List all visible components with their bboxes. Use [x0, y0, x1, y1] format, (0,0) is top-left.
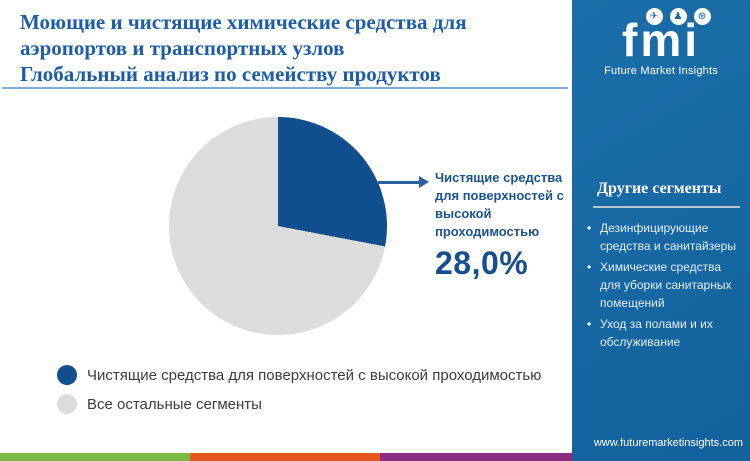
legend-label-primary: Чистящие средства для поверхностей с выс…	[87, 366, 542, 384]
page-title: Моющие и чистящие химические средства дл…	[20, 9, 565, 87]
footer-stripe-orange	[190, 453, 380, 461]
logo-text: fmi	[622, 14, 700, 66]
sidebar: ✈ ♟ ⊕ fmi Future Market Insights Другие …	[572, 0, 750, 461]
fmi-logo: ✈ ♟ ⊕ fmi Future Market Insights	[572, 8, 750, 77]
callout-arrow-head-icon	[419, 176, 429, 188]
pie-chart	[169, 117, 387, 335]
legend-item-rest: Все остальные сегменты	[57, 394, 541, 414]
list-item-sanitary-chemicals: Химические средства для уборки санитарны…	[585, 258, 740, 312]
other-segments-divider	[593, 206, 740, 208]
header-divider	[2, 87, 568, 89]
legend-swatch-primary	[57, 365, 77, 385]
chart-legend: Чистящие средства для поверхностей с выс…	[57, 365, 541, 423]
title-line-1: Моющие и чистящие химические средства дл…	[20, 10, 467, 34]
title-line-2: аэропортов и транспортных узлов	[20, 36, 345, 60]
footer-stripe-green	[0, 453, 190, 461]
other-segments-list: Дезинфицирующие средства и санитайзеры Х…	[585, 219, 740, 354]
legend-label-rest: Все остальные сегменты	[87, 395, 262, 413]
callout-arrow	[378, 181, 420, 184]
list-item-floor-care: Уход за полами и их обслуживание	[585, 315, 740, 351]
pie-callout: Чистящие средства для поверхностей с выс…	[435, 169, 571, 282]
list-item-disinfectants: Дезинфицирующие средства и санитайзеры	[585, 219, 740, 255]
callout-segment-value: 28,0%	[435, 245, 529, 281]
other-segments-heading: Другие сегменты	[597, 180, 722, 197]
legend-swatch-rest	[57, 394, 77, 414]
legend-item-primary: Чистящие средства для поверхностей с выс…	[57, 365, 541, 385]
title-line-3: Глобальный анализ по семейству продуктов	[20, 62, 441, 86]
person-icon: ♟	[669, 8, 687, 25]
logo-tagline: Future Market Insights	[604, 65, 718, 77]
footer-stripe-purple	[380, 453, 572, 461]
callout-segment-label: Чистящие средства для поверхностей с выс…	[435, 170, 564, 239]
website-link[interactable]: www.futuremarketinsights.com	[593, 437, 743, 449]
logo-icons: ✈ ♟ ⊕	[572, 8, 750, 25]
globe-icon: ⊕	[693, 8, 711, 25]
paper-plane-icon: ✈	[645, 8, 663, 25]
